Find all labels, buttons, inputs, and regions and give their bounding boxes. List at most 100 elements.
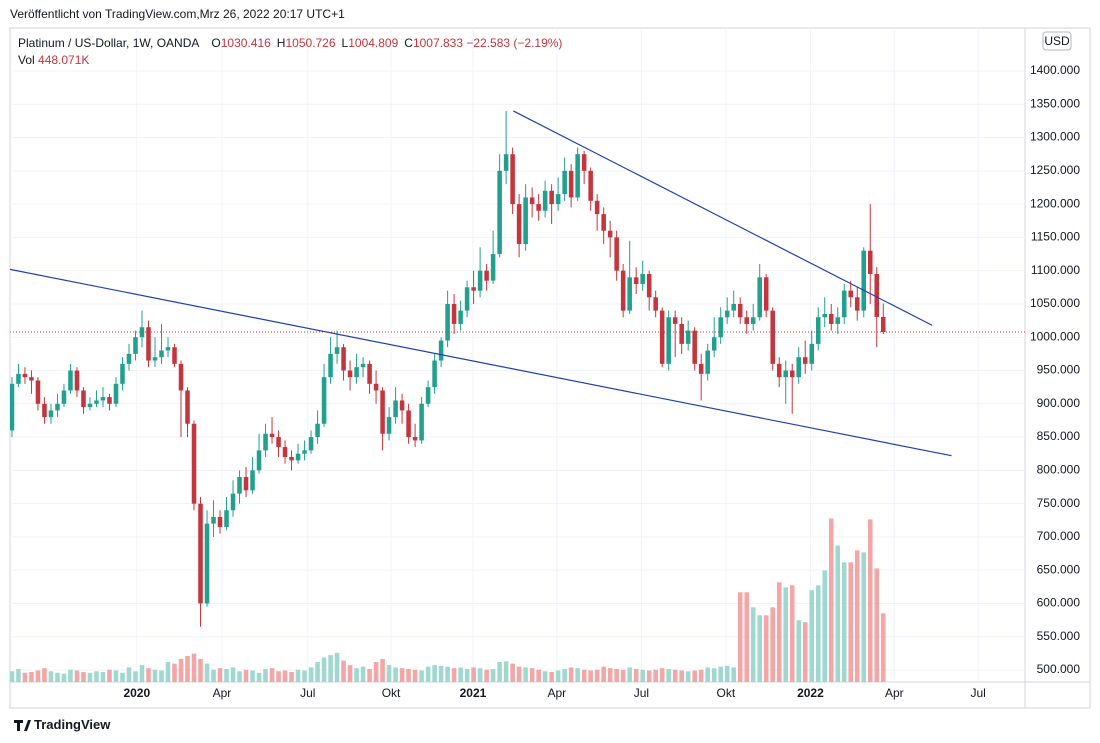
volume-bar [373,662,379,682]
y-tick-label: 850.000 [1037,429,1081,443]
candle-body [555,194,561,205]
change: −22.583 (−2.19%) [466,36,563,50]
ohlc-value: 1007.833 [412,36,464,50]
candle-body [711,337,717,351]
candle-body [471,287,476,291]
candle-body [22,373,28,378]
candle-body [705,350,710,374]
volume-bar [477,668,483,682]
volume-bar [679,670,684,682]
candle-body [835,317,841,324]
candle-body [302,450,307,454]
candle-body [445,303,450,341]
candle-body [796,357,801,378]
volume-bar [646,670,652,682]
volume-bar [802,622,808,682]
volume-bar [874,568,880,682]
y-tick-label: 1250.000 [1030,163,1080,177]
volume-bar [627,667,632,682]
volume-bar [568,667,574,682]
y-tick-label: 1100.000 [1031,263,1080,277]
volume-bar [815,585,821,682]
volume-bar [614,668,619,682]
candle-body [263,433,268,451]
volume-bar [419,670,424,682]
legend-row: Vol 448.071K [18,52,562,69]
volume-bar [315,662,320,682]
volume-bar [120,672,125,682]
volume-bar [497,662,502,682]
volume-bar [620,669,626,682]
volume-bar [666,668,671,682]
candle-body [802,357,808,364]
x-tick-label: Jul [300,686,315,700]
candle-body [750,317,756,324]
candle-body [308,437,314,451]
volume-bar [295,669,301,682]
candle-body [237,477,242,494]
candle-body [334,347,340,354]
volume-bar [744,592,749,682]
volume-bar [724,665,730,682]
currency-label: USD [1044,34,1070,48]
candle-body [61,390,67,404]
ohlc-key: C [404,36,413,50]
candle-body [321,377,327,424]
volume-bar [10,671,15,682]
volume-bar [393,667,398,682]
volume-bar [94,671,99,682]
volume-bar [458,667,463,682]
volume-bar [347,665,353,682]
volume-bar [555,670,561,682]
volume-bar [542,671,548,682]
volume-bar [822,570,828,682]
candle-body [841,290,847,318]
volume-bar [107,669,112,682]
candle-body [256,450,262,471]
x-tick-label: Jul [634,686,649,700]
volume-bar [185,655,190,682]
candle-body [659,310,665,364]
published-note: Veröffentlicht von TradingView.com,Mrz 2… [10,7,345,21]
candle-body [178,363,184,391]
candle-body [367,363,372,384]
volume-bar [341,660,346,682]
candle-body [568,170,574,198]
volume-bar [412,669,418,682]
candle-body [783,370,788,378]
candle-body [763,277,769,311]
candle-body [698,363,704,374]
volume-bar [575,668,580,682]
volume-bar [783,587,788,682]
candle-body [360,363,366,368]
legend-row: Platinum / US-Dollar, 1W, OANDA O1030.416… [18,35,562,52]
candle-body [120,363,125,384]
ohlc-key: H [276,36,286,50]
candle-body [289,457,294,461]
candle-body [666,317,671,364]
candle-body [692,330,697,364]
candle-body [627,277,632,311]
volume-bar [536,669,541,682]
volume-bar [750,607,756,682]
candle-body [68,370,73,391]
footer-logo: TradingView [34,717,111,732]
volume-bar [87,672,93,682]
volume-bar [29,672,34,682]
candle-body [653,297,658,311]
candle-body [854,297,860,311]
volume-bar [256,672,262,682]
symbol: Platinum / US-Dollar, 1W, OANDA [18,36,200,50]
candle-body [406,410,411,438]
volume-bar [432,665,437,682]
candle-body [490,254,496,281]
candle-body [100,397,106,401]
candle-body [198,503,203,604]
volume-bar [191,653,197,682]
ohlc-value: 1050.726 [285,36,336,50]
logo-icon [14,720,31,731]
volume-bar [146,668,151,682]
volume-bar [230,667,236,682]
candle-body [139,327,145,338]
candle-body [87,403,93,408]
